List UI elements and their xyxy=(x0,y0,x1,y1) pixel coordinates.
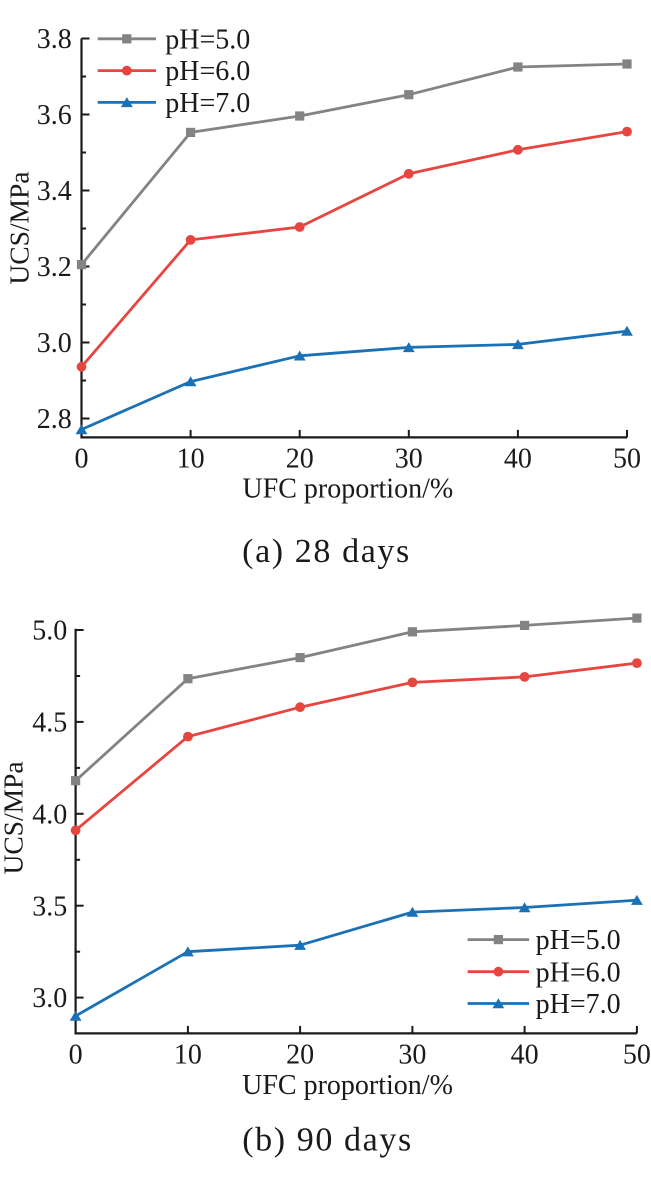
svg-text:3.0: 3.0 xyxy=(32,983,67,1014)
svg-text:pH=7.0: pH=7.0 xyxy=(165,88,250,119)
svg-text:3.0: 3.0 xyxy=(37,328,72,359)
svg-text:pH=6.0: pH=6.0 xyxy=(165,56,250,87)
svg-text:30: 30 xyxy=(398,1040,426,1071)
svg-text:UFC proportion/%: UFC proportion/% xyxy=(242,474,453,505)
svg-text:0: 0 xyxy=(75,444,89,475)
svg-text:UCS/MPa: UCS/MPa xyxy=(3,172,34,285)
svg-text:pH=5.0: pH=5.0 xyxy=(536,925,621,956)
svg-text:30: 30 xyxy=(395,444,423,475)
svg-text:pH=5.0: pH=5.0 xyxy=(165,24,250,55)
svg-text:3.2: 3.2 xyxy=(37,252,72,283)
svg-text:50: 50 xyxy=(623,1040,651,1071)
svg-text:40: 40 xyxy=(511,1040,539,1071)
svg-text:0: 0 xyxy=(69,1040,83,1071)
svg-text:10: 10 xyxy=(174,1040,202,1071)
svg-text:20: 20 xyxy=(286,1040,314,1071)
svg-text:3.4: 3.4 xyxy=(37,176,72,207)
svg-text:3.8: 3.8 xyxy=(37,24,72,55)
svg-text:pH=6.0: pH=6.0 xyxy=(536,957,621,988)
svg-text:5.0: 5.0 xyxy=(32,616,67,647)
svg-text:UCS/MPa: UCS/MPa xyxy=(0,761,29,874)
svg-text:20: 20 xyxy=(286,444,314,475)
svg-text:10: 10 xyxy=(177,444,205,475)
svg-text:50: 50 xyxy=(613,444,641,475)
svg-text:4.5: 4.5 xyxy=(32,708,67,739)
svg-text:3.6: 3.6 xyxy=(37,100,72,131)
svg-text:UFC proportion/%: UFC proportion/% xyxy=(242,1070,453,1101)
svg-text:2.8: 2.8 xyxy=(37,404,72,435)
svg-text:4.0: 4.0 xyxy=(32,799,67,830)
svg-text:(a) 28 days: (a) 28 days xyxy=(242,533,411,570)
svg-text:3.5: 3.5 xyxy=(32,891,67,922)
svg-text:(b) 90 days: (b) 90 days xyxy=(242,1122,413,1159)
svg-text:40: 40 xyxy=(504,444,532,475)
svg-text:pH=7.0: pH=7.0 xyxy=(536,989,621,1020)
